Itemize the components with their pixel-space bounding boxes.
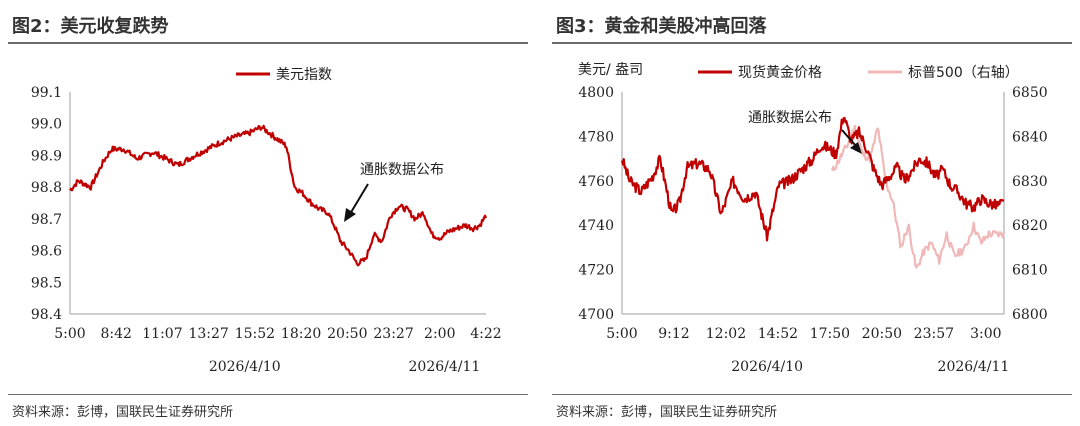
- y-right-tick-label: 6820: [1012, 218, 1048, 234]
- title-divider: [8, 42, 528, 44]
- x-tick-label: 5:00: [54, 326, 85, 342]
- y-axis-unit: 美元/ 盎司: [578, 62, 643, 78]
- x-tick-label: 23:57: [914, 326, 954, 342]
- x-tick-label: 20:50: [862, 326, 902, 342]
- chart-panel-dollar: 图2：美元收复跌势 99.1 99.0 98.9 98.8 98.7 98.6 98.5 98…: [8, 0, 528, 426]
- annotation-text: 通胀数据公布: [748, 110, 832, 126]
- date-label: 2026/4/11: [938, 359, 1010, 375]
- legend-label: 美元指数: [276, 67, 332, 83]
- y-right-tick-label: 6810: [1012, 263, 1048, 279]
- y-tick-label: 98.4: [31, 307, 62, 323]
- y-tick-label: 98.7: [31, 212, 62, 228]
- chart-panel-gold: 图3：黄金和美股冲高回落 4800 4780 4760 4740 4720 4700 685…: [552, 0, 1072, 426]
- source-divider: [8, 394, 528, 395]
- x-tick-label: 17:50: [810, 326, 850, 342]
- title-divider: [552, 42, 1072, 44]
- gold-sp500-chart: 4800 4780 4760 4740 4720 4700 6850 6840 6830 6820…: [578, 62, 1048, 375]
- x-tick-label: 18:20: [281, 326, 321, 342]
- x-tick-label: 11:07: [142, 326, 182, 342]
- x-tick-label: 8:42: [100, 326, 131, 342]
- annotation-arrow-shaft: [349, 183, 369, 215]
- x-tick-label: 2:00: [424, 326, 455, 342]
- series-line-dollar-index: [69, 124, 488, 267]
- x-tick-label: 9:12: [658, 326, 689, 342]
- y-tick-label: 98.9: [31, 148, 62, 164]
- x-tick-label: 5:00: [606, 326, 637, 342]
- legend-label-gold: 现货黄金价格: [738, 64, 822, 81]
- y-right-tick-label: 6800: [1012, 307, 1048, 323]
- source-note: 资料来源：彭博，国联民生证券研究所: [12, 405, 234, 420]
- y-tick-label: 4780: [578, 129, 614, 145]
- x-tick-label: 20:50: [327, 326, 367, 342]
- x-tick-label: 15:52: [235, 326, 275, 342]
- date-label: 2026/4/10: [731, 359, 803, 375]
- chart-title: 图3：黄金和美股冲高回落: [556, 16, 767, 37]
- annotation-text: 通胀数据公布: [360, 162, 444, 178]
- annotation-arrow-head: [850, 142, 862, 154]
- y-tick-label: 98.8: [31, 180, 62, 196]
- dollar-index-chart: 99.1 99.0 98.9 98.8 98.7 98.6 98.5 98.4 5:00 8:42…: [31, 67, 502, 375]
- y-right-tick-label: 6850: [1012, 85, 1048, 101]
- x-tick-label: 23:27: [373, 326, 413, 342]
- series-line-gold: [620, 116, 1005, 242]
- y-tick-label: 99.0: [31, 117, 62, 133]
- annotation-arrow-head: [344, 208, 356, 222]
- x-tick-label: 3:00: [970, 326, 1001, 342]
- y-tick-label: 98.6: [31, 244, 62, 260]
- series-line-sp500: [831, 124, 1006, 269]
- y-tick-label: 4740: [578, 218, 614, 234]
- y-right-tick-label: 6840: [1012, 129, 1048, 145]
- y-tick-label: 99.1: [31, 85, 62, 101]
- date-label: 2026/4/11: [409, 359, 481, 375]
- source-note: 资料来源：彭博，国联民生证券研究所: [556, 405, 778, 420]
- x-tick-label: 13:27: [188, 326, 228, 342]
- legend-label-sp500: 标普500（右轴）: [908, 65, 1019, 81]
- y-right-tick-label: 6830: [1012, 174, 1048, 190]
- source-divider: [552, 394, 1072, 395]
- x-tick-label: 4:22: [470, 326, 501, 342]
- x-tick-label: 14:52: [758, 326, 798, 342]
- y-tick-label: 4720: [578, 263, 614, 279]
- y-tick-label: 98.5: [31, 275, 62, 291]
- date-label: 2026/4/10: [209, 359, 281, 375]
- x-tick-label: 12:02: [706, 326, 746, 342]
- y-tick-label: 4760: [578, 174, 614, 190]
- annotation-arrow-shaft: [841, 129, 857, 147]
- chart-title: 图2：美元收复跌势: [12, 16, 169, 37]
- y-tick-label: 4700: [578, 307, 614, 323]
- y-tick-label: 4800: [578, 85, 614, 101]
